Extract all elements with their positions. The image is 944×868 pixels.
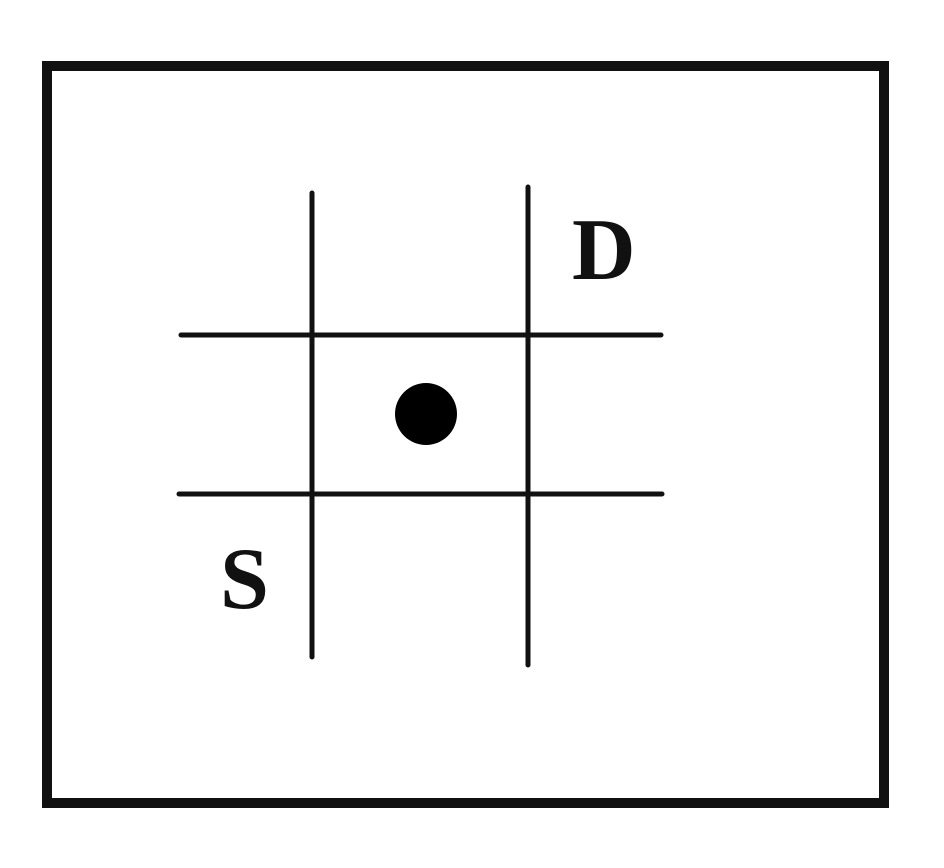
label-s: S <box>220 531 269 628</box>
label-d: D <box>572 202 636 299</box>
outer-frame <box>42 61 889 808</box>
center-dot-marker <box>395 383 457 445</box>
